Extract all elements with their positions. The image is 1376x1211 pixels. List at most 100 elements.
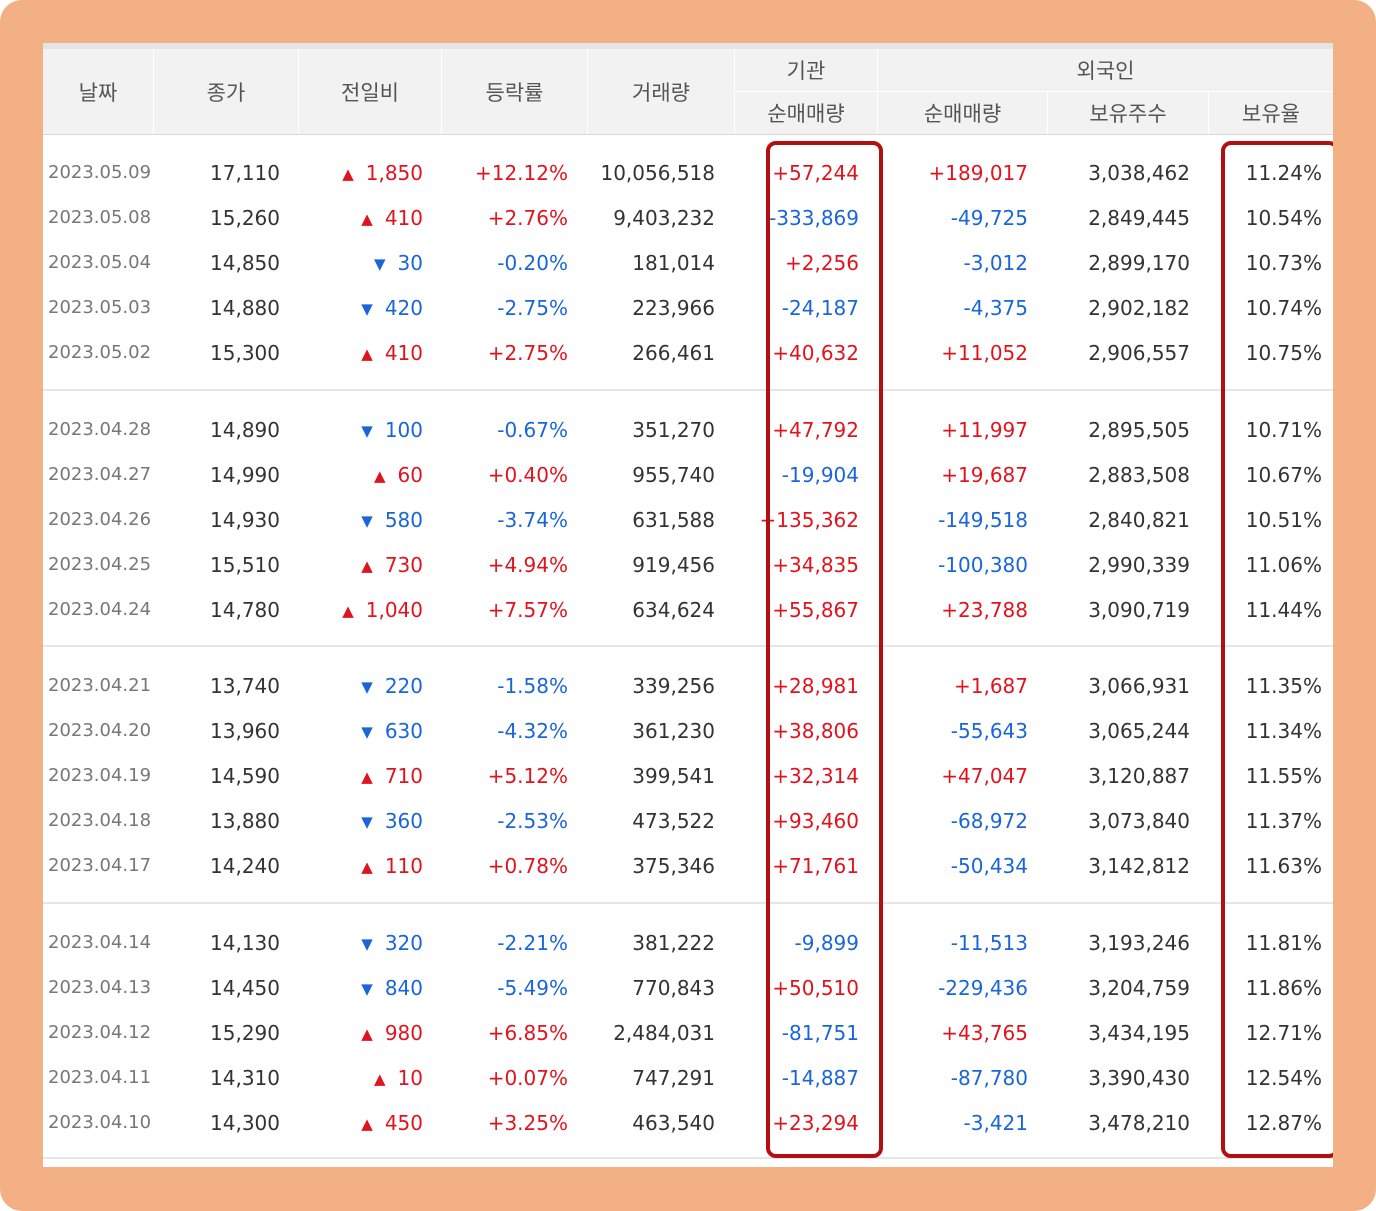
header-date[interactable]: 날짜 <box>78 80 118 105</box>
change-value: 100 <box>384 418 423 442</box>
header-institution-group: 기관 <box>786 59 826 83</box>
close-cell: 14,890 <box>210 418 280 442</box>
rate-cell: +6.85% <box>487 1021 568 1045</box>
foreign-net-cell: -3,012 <box>963 251 1028 275</box>
header-separator <box>441 49 442 134</box>
foreign-ratio-cell: 10.75% <box>1245 341 1322 365</box>
table-row: 2023.04.14 14,130 ▼ 320 -2.21% 381,222 -9,899 -… <box>43 921 1333 965</box>
date-cell: 2023.04.13 <box>48 977 152 998</box>
down-triangle-icon: ▼ <box>361 813 373 831</box>
date-cell: 2023.04.17 <box>48 855 152 876</box>
rate-cell: +3.25% <box>487 1111 568 1135</box>
close-cell: 15,260 <box>210 206 280 230</box>
change-cell: ▲ 710 <box>293 754 423 798</box>
date-cell: 2023.04.20 <box>48 720 152 741</box>
down-triangle-icon: ▼ <box>374 255 386 273</box>
foreign-shares-cell: 2,849,445 <box>1088 206 1190 230</box>
foreign-shares-cell: 3,478,210 <box>1088 1111 1190 1135</box>
change-cell: ▼ 30 <box>293 241 423 285</box>
foreign-net-cell: +23,788 <box>941 598 1028 622</box>
header-rate[interactable]: 등락률 <box>485 80 544 105</box>
close-cell: 13,740 <box>210 674 280 698</box>
volume-cell: 266,461 <box>632 341 715 365</box>
institution-net-cell: +71,761 <box>772 854 859 878</box>
down-triangle-icon: ▼ <box>361 935 373 953</box>
foreign-net-cell: -3,421 <box>963 1111 1028 1135</box>
close-cell: 14,450 <box>210 976 280 1000</box>
change-cell: ▼ 840 <box>293 966 423 1010</box>
down-triangle-icon: ▼ <box>361 723 373 741</box>
date-cell: 2023.04.24 <box>48 599 152 620</box>
institution-net-cell: +135,362 <box>759 508 859 532</box>
table-row: 2023.04.11 14,310 ▲ 10 +0.07% 747,291 -14,887 -… <box>43 1056 1333 1100</box>
change-value: 10 <box>397 1066 423 1090</box>
header-institution-net[interactable]: 순매매량 <box>767 102 845 126</box>
table-row: 2023.04.21 13,740 ▼ 220 -1.58% 339,256 +28,981… <box>43 664 1333 708</box>
foreign-ratio-cell: 11.37% <box>1245 809 1322 833</box>
volume-cell: 181,014 <box>632 251 715 275</box>
foreign-net-cell: +189,017 <box>928 161 1028 185</box>
foreign-net-cell: -149,518 <box>938 508 1028 532</box>
institution-net-cell: +28,981 <box>772 674 859 698</box>
institution-net-cell: +38,806 <box>772 719 859 743</box>
up-triangle-icon: ▲ <box>361 345 373 363</box>
close-cell: 14,310 <box>210 1066 280 1090</box>
up-triangle-icon: ▲ <box>342 165 354 183</box>
rate-cell: +4.94% <box>487 553 568 577</box>
volume-cell: 361,230 <box>632 719 715 743</box>
institution-net-cell: -19,904 <box>781 463 859 487</box>
foreign-ratio-cell: 11.35% <box>1245 674 1322 698</box>
header-change[interactable]: 전일비 <box>341 80 399 105</box>
foreign-ratio-cell: 12.87% <box>1245 1111 1322 1135</box>
close-cell: 13,880 <box>210 809 280 833</box>
volume-cell: 955,740 <box>632 463 715 487</box>
foreign-shares-cell: 3,073,840 <box>1088 809 1190 833</box>
foreign-ratio-cell: 10.71% <box>1245 418 1322 442</box>
foreign-shares-cell: 2,902,182 <box>1088 296 1190 320</box>
up-triangle-icon: ▲ <box>374 467 386 485</box>
investor-trading-table: 날짜 종가 전일비 등락률 거래량 기관 순매매량 외국인 순매매량 보유주수 … <box>43 43 1333 1167</box>
header-separator <box>1047 92 1048 134</box>
rate-cell: -3.74% <box>497 508 568 532</box>
header-separator <box>587 49 588 134</box>
foreign-net-cell: -87,780 <box>950 1066 1028 1090</box>
date-cell: 2023.04.11 <box>48 1067 152 1088</box>
date-cell: 2023.04.14 <box>48 932 152 953</box>
rate-cell: +0.40% <box>487 463 568 487</box>
close-cell: 14,850 <box>210 251 280 275</box>
date-cell: 2023.05.03 <box>48 297 152 318</box>
rate-cell: -2.21% <box>497 931 568 955</box>
header-foreign-ratio[interactable]: 보유율 <box>1242 102 1300 126</box>
header-separator <box>1208 92 1209 134</box>
down-triangle-icon: ▼ <box>361 512 373 530</box>
close-cell: 14,300 <box>210 1111 280 1135</box>
institution-net-cell: +34,835 <box>772 553 859 577</box>
change-cell: ▲ 60 <box>293 453 423 497</box>
header-close[interactable]: 종가 <box>206 80 246 105</box>
volume-cell: 473,522 <box>632 809 715 833</box>
change-value: 450 <box>384 1111 423 1135</box>
table-row: 2023.04.28 14,890 ▼ 100 -0.67% 351,270 +47,792… <box>43 408 1333 452</box>
institution-net-cell: -24,187 <box>781 296 859 320</box>
rate-cell: -2.53% <box>497 809 568 833</box>
foreign-net-cell: +11,997 <box>941 418 1028 442</box>
rate-cell: +7.57% <box>487 598 568 622</box>
foreign-net-cell: -11,513 <box>950 931 1028 955</box>
date-cell: 2023.04.10 <box>48 1112 152 1133</box>
close-cell: 14,930 <box>210 508 280 532</box>
foreign-ratio-cell: 12.54% <box>1245 1066 1322 1090</box>
date-cell: 2023.04.21 <box>48 675 152 696</box>
rate-cell: +2.76% <box>487 206 568 230</box>
change-cell: ▼ 320 <box>293 921 423 965</box>
foreign-shares-cell: 3,065,244 <box>1088 719 1190 743</box>
header-separator <box>734 49 735 134</box>
volume-cell: 463,540 <box>632 1111 715 1135</box>
rate-cell: +12.12% <box>474 161 568 185</box>
up-triangle-icon: ▲ <box>361 557 373 575</box>
change-value: 840 <box>384 976 423 1000</box>
header-volume[interactable]: 거래량 <box>632 80 690 105</box>
close-cell: 14,780 <box>210 598 280 622</box>
header-foreign-net[interactable]: 순매매량 <box>923 102 1002 126</box>
header-foreign-shares[interactable]: 보유주수 <box>1089 102 1167 126</box>
volume-cell: 223,966 <box>632 296 715 320</box>
